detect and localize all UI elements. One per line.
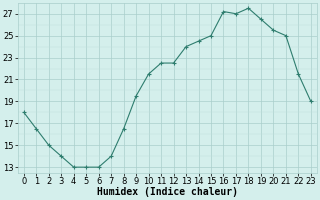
X-axis label: Humidex (Indice chaleur): Humidex (Indice chaleur) — [97, 187, 238, 197]
